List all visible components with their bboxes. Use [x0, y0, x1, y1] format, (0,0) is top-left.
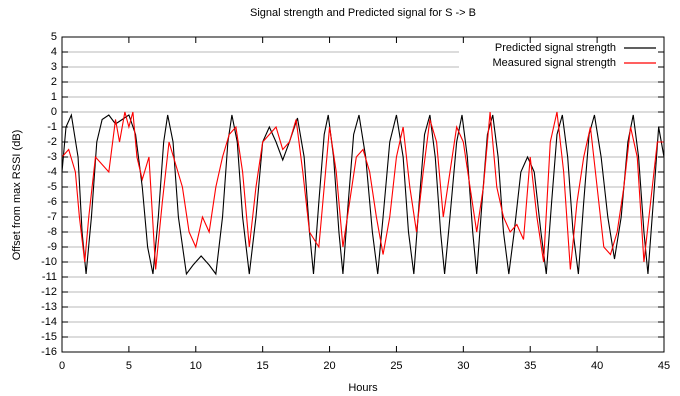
y-tick-label: -3 [47, 151, 57, 163]
x-tick-label: 15 [257, 360, 269, 372]
series-line [61, 113, 665, 276]
x-tick-label: 0 [59, 360, 65, 372]
x-axis-label: Hours [348, 382, 378, 394]
x-tick-label: 10 [190, 360, 202, 372]
x-tick-label: 5 [126, 360, 132, 372]
y-tick-label: -11 [42, 271, 57, 283]
y-tick-label: -6 [47, 196, 57, 208]
y-tick-label: -9 [47, 241, 57, 253]
y-tick-label: 0 [51, 106, 57, 118]
y-tick-label: -7 [47, 211, 57, 223]
plot-frame [61, 36, 665, 353]
y-tick-label: -10 [41, 256, 57, 268]
y-tick-label: -16 [41, 346, 57, 358]
series-line [61, 111, 664, 270]
y-tick-label: -8 [47, 226, 57, 238]
y-tick-label: -4 [47, 166, 57, 178]
y-tick-label: -15 [41, 331, 57, 343]
y-tick-label: 3 [51, 61, 57, 73]
y-tick-label: 4 [51, 46, 57, 58]
y-tick-label: -2 [47, 136, 57, 148]
y-tick-label: 2 [51, 76, 57, 88]
y-tick-label: 5 [51, 31, 57, 43]
x-tick-label: 30 [457, 360, 469, 372]
y-tick-label: -1 [47, 121, 57, 133]
x-tick-label: 35 [524, 360, 536, 372]
chart-title: Signal strength and Predicted signal for… [250, 7, 476, 19]
y-tick-label: -12 [41, 286, 57, 298]
x-tick-label: 45 [658, 360, 670, 372]
y-axis-label: Offset from max RSSI (dB) [11, 130, 23, 261]
y-tick-label: -5 [47, 181, 57, 193]
x-tick-label: 20 [323, 360, 335, 372]
legend-label: Measured signal strength [492, 57, 616, 69]
y-tick-label: 1 [51, 91, 57, 103]
x-tick-label: 25 [390, 360, 402, 372]
y-tick-label: -14 [41, 316, 57, 328]
x-tick-label: 40 [591, 360, 603, 372]
legend-label: Predicted signal strength [495, 42, 616, 54]
y-tick-label: -13 [41, 301, 57, 313]
